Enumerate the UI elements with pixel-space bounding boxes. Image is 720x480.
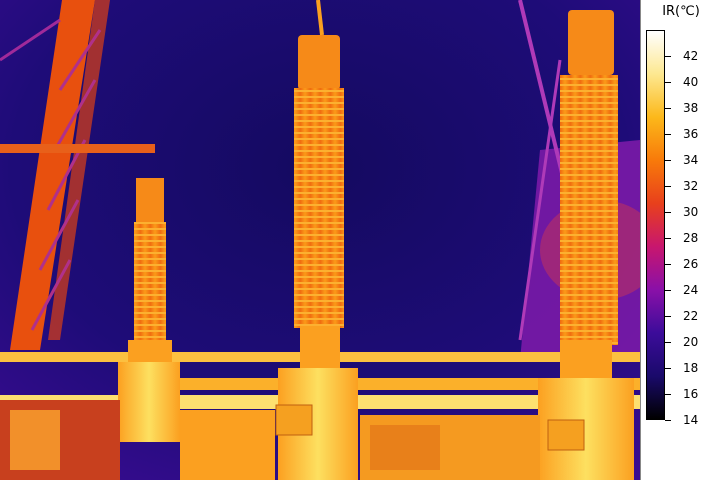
tick-label: 14 <box>683 413 699 427</box>
legend-title: IR(℃) <box>662 4 700 19</box>
tick-mark <box>665 290 671 291</box>
bushing-right <box>538 10 634 480</box>
tick-label: 22 <box>683 309 699 323</box>
tick-mark <box>665 134 671 135</box>
color-scale-bar <box>646 30 665 420</box>
lattice-tower <box>0 0 155 350</box>
tick-mark <box>665 82 671 83</box>
tick-mark <box>665 420 671 421</box>
tick-mark <box>665 368 671 369</box>
thermal-image <box>0 0 640 480</box>
tick-label: 32 <box>683 179 699 193</box>
bushing-left <box>118 178 180 442</box>
tick-mark <box>665 264 671 265</box>
tick-label: 30 <box>683 205 699 219</box>
tick-mark <box>665 56 671 57</box>
tick-mark <box>665 160 671 161</box>
tick-label: 40 <box>683 75 699 89</box>
tick-mark <box>665 342 671 343</box>
tick-label: 16 <box>683 387 699 401</box>
tick-mark <box>665 186 671 187</box>
tick-label: 20 <box>683 335 699 349</box>
tick-mark <box>665 238 671 239</box>
tick-label: 24 <box>683 283 699 297</box>
bushing-middle <box>275 0 358 480</box>
tick-label: 18 <box>683 361 699 375</box>
tick-mark <box>665 108 671 109</box>
tick-mark <box>665 316 671 317</box>
tick-mark <box>665 394 671 395</box>
temperature-legend: IR(℃) 42 40 38 36 34 32 30 28 26 24 22 20 18 16 14 <box>640 0 720 480</box>
lower-equipment <box>0 400 540 480</box>
tick-mark <box>665 212 671 213</box>
tick-label: 34 <box>683 153 699 167</box>
tick-label: 36 <box>683 127 699 141</box>
tick-label: 28 <box>683 231 699 245</box>
tick-label: 38 <box>683 101 699 115</box>
tick-label: 26 <box>683 257 699 271</box>
tick-label: 42 <box>683 49 699 63</box>
